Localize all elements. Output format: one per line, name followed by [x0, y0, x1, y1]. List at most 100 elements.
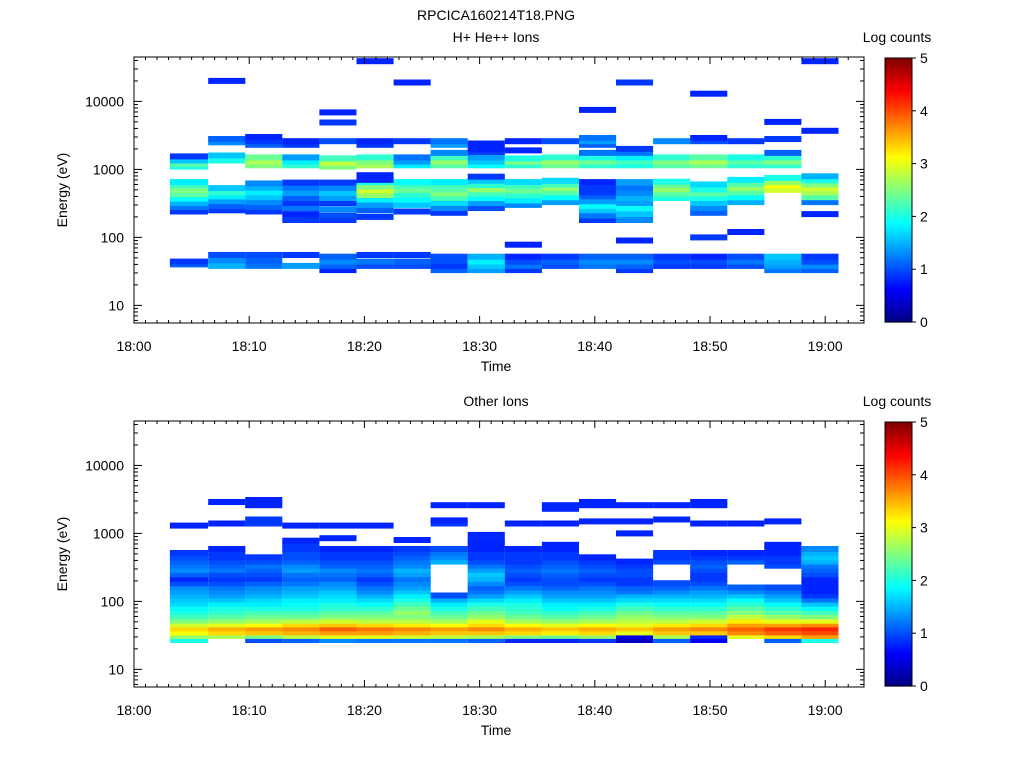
spectrogram-cell — [393, 621, 431, 628]
spectrogram-cell — [245, 262, 283, 269]
spectrogram-cell — [319, 535, 357, 542]
colorbar-swatch — [885, 682, 912, 685]
spectrogram-cell — [801, 199, 839, 206]
spectrogram-cell — [504, 258, 542, 265]
colorbar-swatch — [885, 428, 912, 431]
spectrogram-cell — [690, 502, 728, 509]
spectrogram-cell — [616, 211, 654, 218]
spectrogram-cell — [541, 154, 579, 161]
spectrogram-cell — [579, 584, 617, 591]
spectrogram-cell — [430, 520, 468, 527]
spectrogram-cell — [430, 149, 468, 156]
colorbar-swatch — [885, 106, 912, 109]
x-tick-label: 18:40 — [577, 338, 612, 354]
spectrogram-cell — [504, 197, 542, 204]
spectrogram-cell — [579, 217, 617, 223]
spectrogram-cell — [727, 554, 765, 561]
colorbar-swatch — [885, 218, 912, 221]
colorbar-swatch — [885, 600, 912, 603]
spectrogram-cell — [356, 550, 394, 556]
colorbar-swatch — [885, 602, 912, 605]
spectrogram-cell — [616, 632, 654, 639]
colorbar-swatch — [885, 298, 912, 301]
colorbar-swatch — [885, 630, 912, 633]
spectrogram-cell — [319, 632, 357, 639]
spectrogram-cell — [504, 554, 542, 561]
y-tick-label: 10000 — [85, 457, 124, 473]
spectrogram-cell — [208, 600, 246, 607]
colorbar-swatch — [885, 150, 912, 153]
spectrogram-cell — [245, 613, 283, 620]
spectrogram-cell — [430, 592, 468, 599]
spectrogram-cell — [319, 621, 357, 628]
spectrogram-cell — [653, 186, 691, 193]
spectrogram-cell — [393, 154, 431, 161]
spectrogram-cell — [282, 195, 320, 201]
spectrogram-cell — [801, 562, 839, 569]
colorbar-swatch — [885, 142, 912, 145]
colorbar-swatch — [885, 222, 912, 225]
spectrogram-cell — [467, 158, 505, 165]
colorbar-swatch — [885, 646, 912, 649]
spectrogram-cell — [467, 554, 505, 561]
colorbar-swatch — [885, 592, 912, 595]
colorbar-swatch — [885, 454, 912, 457]
colorbar-swatch — [885, 74, 912, 77]
spectrogram-cell — [616, 530, 654, 537]
colorbar-swatch — [885, 572, 912, 575]
spectrogram-cell — [356, 258, 394, 265]
colorbar-swatch — [885, 558, 912, 561]
spectrogram-cell — [764, 541, 802, 548]
spectrogram-cell — [579, 253, 617, 260]
spectrogram-cell — [690, 154, 728, 161]
spectrogram-cell — [245, 184, 283, 191]
spectrogram-cell — [579, 617, 617, 624]
colorbar-swatch — [885, 304, 912, 307]
spectrogram-cell — [801, 546, 839, 552]
colorbar-swatch — [885, 262, 912, 265]
spectrogram-cell — [690, 253, 728, 260]
colorbar-swatch — [885, 608, 912, 611]
spectrogram-cell — [430, 182, 468, 189]
spectrogram-cell — [430, 502, 468, 509]
spectrogram-cell — [208, 584, 246, 591]
spectrogram-cell — [467, 605, 505, 611]
spectrogram-cell — [393, 632, 431, 639]
spectrogram-cell — [282, 613, 320, 620]
spectrogram-cell — [356, 196, 394, 203]
colorbar-swatch — [885, 480, 912, 483]
spectrogram-cell — [579, 184, 617, 191]
spectrogram-cell — [616, 267, 654, 274]
spectrogram-cell — [169, 580, 209, 587]
spectrogram-cell — [393, 179, 431, 186]
colorbar-swatch — [885, 658, 912, 661]
colorbar-swatch — [885, 220, 912, 223]
spectrogram-cell — [653, 617, 691, 624]
colorbar-swatch — [885, 176, 912, 179]
colorbar-swatch — [885, 582, 912, 585]
y-tick-label: 100 — [101, 229, 125, 245]
colorbar-swatch — [885, 152, 912, 155]
spectrogram-cell — [541, 199, 579, 206]
colorbar-swatch — [885, 570, 912, 573]
spectrogram-cell — [393, 158, 431, 165]
spectrogram-cell — [169, 522, 209, 529]
colorbar-swatch — [885, 186, 912, 189]
spectrogram-cell — [245, 180, 283, 187]
spectrogram-cell — [393, 258, 431, 265]
spectrogram-cell — [245, 588, 283, 595]
spectrogram-cell — [690, 566, 728, 573]
spectrogram-cells — [169, 58, 839, 274]
spectrogram-cell — [356, 637, 394, 643]
spectrogram-cell — [616, 596, 654, 603]
spectrogram-cell — [319, 185, 357, 192]
spectrogram-cell — [169, 186, 209, 193]
colorbar-swatch — [885, 604, 912, 607]
spectrogram-cell — [504, 192, 542, 198]
spectrogram-cell — [356, 554, 394, 561]
spectrogram-cell — [653, 625, 691, 632]
spectrogram-cell — [764, 608, 802, 615]
spectrogram-cell — [393, 196, 431, 203]
colorbar-swatch — [885, 616, 912, 619]
y-tick-label: 1000 — [93, 525, 124, 541]
